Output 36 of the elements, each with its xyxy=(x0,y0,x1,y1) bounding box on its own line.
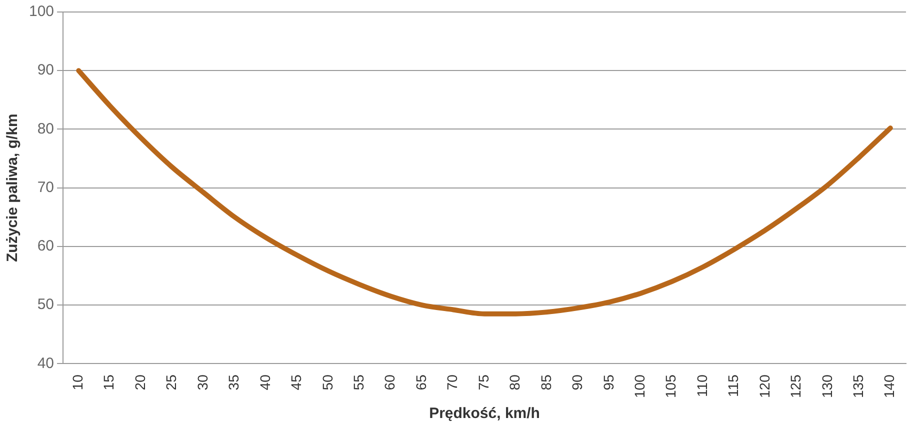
x-tick-label: 105 xyxy=(662,374,679,398)
x-axis-title: Prędkość, km/h xyxy=(429,405,540,422)
x-tick-label: 30 xyxy=(194,374,210,390)
x-tick-label: 120 xyxy=(756,374,772,398)
x-tick-label: 140 xyxy=(881,374,898,398)
x-tick-label: 15 xyxy=(100,374,117,390)
y-tick-label: 100 xyxy=(28,3,54,20)
y-tick-label: 90 xyxy=(37,62,54,79)
x-tick-label: 10 xyxy=(69,374,86,390)
x-tick-label: 135 xyxy=(850,374,866,398)
x-tick-label: 95 xyxy=(600,374,616,390)
x-tick-label: 85 xyxy=(538,374,554,390)
x-tick-label: 110 xyxy=(694,374,710,397)
x-tick-label: 130 xyxy=(818,374,835,398)
y-axis-title: Zużycie paliwa, g/km xyxy=(4,114,22,262)
x-tick-label: 35 xyxy=(226,374,242,390)
y-tick-label: 80 xyxy=(37,120,54,138)
x-tick-label: 115 xyxy=(725,374,742,397)
x-tick-label: 125 xyxy=(788,374,804,398)
x-tick-label: 45 xyxy=(288,374,304,390)
x-tick-label: 25 xyxy=(163,374,180,390)
x-tick-label: 50 xyxy=(319,374,336,390)
y-tick-label: 60 xyxy=(37,238,54,255)
x-tick-label: 75 xyxy=(475,374,492,390)
x-tick-label: 55 xyxy=(350,374,366,390)
y-tick-label: 50 xyxy=(37,296,54,314)
y-tick-label: 40 xyxy=(37,354,54,372)
y-tick-label: 70 xyxy=(37,178,54,196)
x-tick-label: 20 xyxy=(132,374,148,390)
x-tick-label: 65 xyxy=(412,374,429,390)
x-tick-label: 70 xyxy=(444,374,460,390)
x-tick-label: 80 xyxy=(506,374,523,390)
x-tick-label: 40 xyxy=(256,374,273,390)
x-tick-label: 100 xyxy=(631,374,648,398)
x-tick-label: 60 xyxy=(382,374,398,390)
x-tick-label: 90 xyxy=(569,374,586,390)
